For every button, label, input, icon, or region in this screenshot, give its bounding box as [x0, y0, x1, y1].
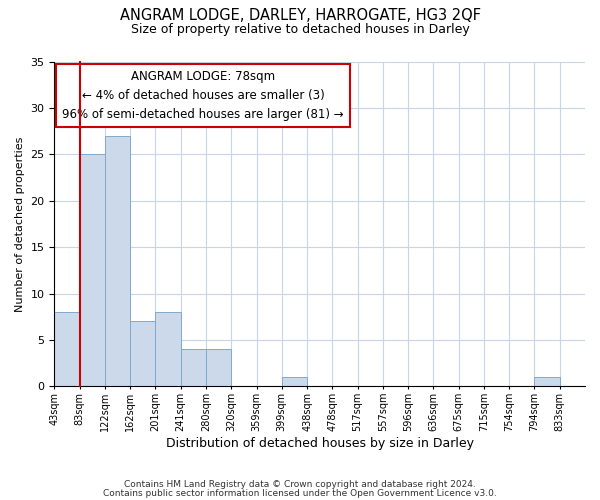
Y-axis label: Number of detached properties: Number of detached properties	[15, 136, 25, 312]
Bar	[130, 322, 155, 386]
Text: ANGRAM LODGE: 78sqm
← 4% of detached houses are smaller (3)
96% of semi-detached: ANGRAM LODGE: 78sqm ← 4% of detached hou…	[62, 70, 344, 120]
Text: ANGRAM LODGE, DARLEY, HARROGATE, HG3 2QF: ANGRAM LODGE, DARLEY, HARROGATE, HG3 2QF	[119, 8, 481, 22]
Bar	[155, 312, 181, 386]
Text: Size of property relative to detached houses in Darley: Size of property relative to detached ho…	[131, 22, 469, 36]
Bar	[282, 377, 307, 386]
Text: Contains HM Land Registry data © Crown copyright and database right 2024.: Contains HM Land Registry data © Crown c…	[124, 480, 476, 489]
Bar	[105, 136, 130, 386]
Bar	[55, 312, 80, 386]
Bar	[181, 350, 206, 387]
Bar	[535, 377, 560, 386]
X-axis label: Distribution of detached houses by size in Darley: Distribution of detached houses by size …	[166, 437, 474, 450]
Bar	[206, 350, 231, 387]
Bar	[80, 154, 105, 386]
Text: Contains public sector information licensed under the Open Government Licence v3: Contains public sector information licen…	[103, 488, 497, 498]
